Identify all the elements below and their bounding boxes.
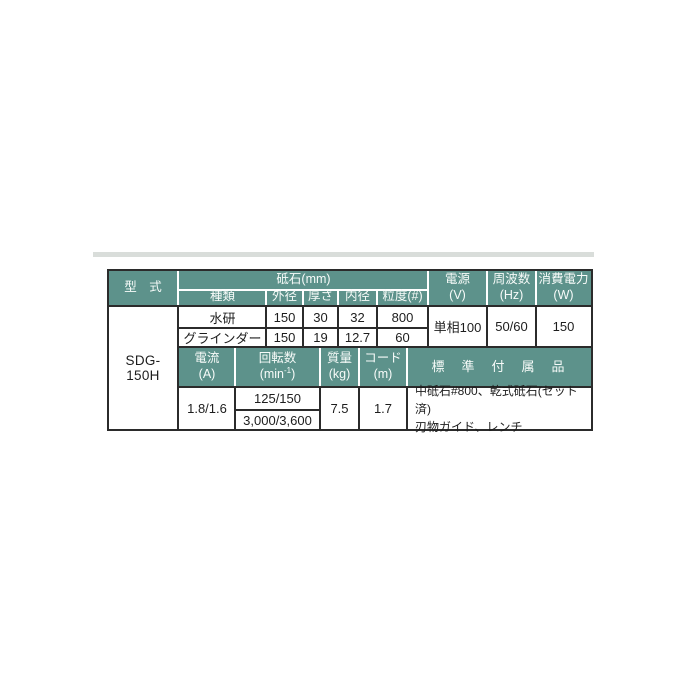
header-thickness: 厚さ bbox=[307, 289, 333, 304]
rotation-value-bottom: 3,000/3,600 bbox=[243, 412, 312, 428]
grid-line bbox=[486, 271, 488, 305]
header-frequency-unit: (Hz) bbox=[499, 288, 524, 302]
header-wheel-group: 砥石(mm) bbox=[276, 272, 331, 287]
header-inner-diameter: 内径 bbox=[344, 289, 370, 304]
mass-value: 7.5 bbox=[330, 401, 349, 416]
lower-header-band bbox=[179, 348, 591, 386]
top-header-band bbox=[109, 271, 591, 305]
grid-line bbox=[337, 307, 339, 346]
grid-line bbox=[535, 271, 537, 305]
header-consumption-unit: (W) bbox=[553, 288, 574, 302]
grid-line bbox=[179, 346, 591, 348]
header-power: 電源 (V) bbox=[428, 271, 487, 305]
header-cord-label: コード bbox=[364, 351, 402, 366]
grid-line bbox=[427, 307, 429, 346]
header-mass-label: 質量 bbox=[326, 351, 352, 366]
wheel-row2-thickness: 19 bbox=[313, 329, 328, 345]
wheel-row2-outer-diameter: 150 bbox=[273, 329, 296, 345]
header-consumption-label: 消費電力 bbox=[538, 272, 589, 287]
header-rotation: 回転数 (min-1) bbox=[235, 348, 320, 386]
header-mass: 質量 (kg) bbox=[320, 348, 359, 386]
wheel-row1-type: 水研 bbox=[209, 310, 236, 326]
grid-line bbox=[319, 348, 321, 386]
table-border-bottom bbox=[107, 429, 593, 431]
header-rotation-label: 回転数 bbox=[258, 351, 297, 366]
grid-line bbox=[302, 307, 304, 346]
grid-line bbox=[177, 305, 179, 431]
grid-line bbox=[376, 307, 378, 346]
grid-line bbox=[265, 307, 267, 346]
header-accessories: 標 準 付 属 品 bbox=[431, 358, 567, 374]
accessories-line2: 刃物ガイド、レンチ bbox=[415, 419, 523, 434]
grid-line bbox=[235, 409, 320, 411]
spec-table: 型 式 砥石(mm) 種類 外径 厚さ 内径 粒度(#) 電源 (V) 周波数 … bbox=[107, 269, 593, 434]
header-frequency: 周波数 (Hz) bbox=[487, 271, 536, 305]
grid-line bbox=[535, 307, 537, 346]
wheel-row2-grit: 60 bbox=[395, 329, 410, 345]
header-cord-unit: (m) bbox=[373, 367, 393, 381]
grid-line bbox=[265, 291, 267, 305]
grid-line bbox=[406, 348, 408, 386]
wheel-row1-thickness: 30 bbox=[313, 309, 328, 325]
grid-line bbox=[179, 289, 428, 291]
table-border-top bbox=[107, 269, 593, 271]
grid-line bbox=[234, 388, 236, 429]
header-grit: 粒度(#) bbox=[382, 289, 423, 304]
header-mass-unit: (kg) bbox=[328, 367, 351, 381]
grid-line bbox=[302, 291, 304, 305]
grid-line bbox=[177, 271, 179, 305]
header-rotation-unit: (min-1) bbox=[259, 365, 296, 381]
header-consumption: 消費電力 (W) bbox=[536, 271, 591, 305]
header-model: 型 式 bbox=[124, 280, 162, 295]
table-border-left bbox=[107, 269, 109, 431]
header-power-label: 電源 bbox=[444, 272, 470, 287]
header-current-unit: (A) bbox=[198, 367, 216, 381]
model-value: SDG-150H bbox=[125, 353, 161, 383]
grid-line bbox=[234, 348, 236, 386]
header-wheel-type: 種類 bbox=[209, 289, 235, 304]
rotation-value-top: 125/150 bbox=[254, 391, 301, 406]
grid-line bbox=[427, 271, 429, 305]
cord-value: 1.7 bbox=[373, 401, 393, 416]
grid-line bbox=[358, 388, 360, 429]
grid-line bbox=[406, 388, 408, 429]
current-value: 1.8/1.6 bbox=[187, 401, 227, 416]
wheel-row2-type: グラインダー bbox=[183, 330, 262, 346]
wheel-row1-grit: 800 bbox=[391, 309, 414, 325]
grid-line bbox=[486, 307, 488, 346]
header-outer-diameter: 外径 bbox=[271, 289, 297, 304]
grid-line bbox=[376, 291, 378, 305]
header-frequency-label: 周波数 bbox=[492, 272, 531, 287]
wheel-row1-inner-diameter: 32 bbox=[350, 309, 365, 325]
header-current-label: 電流 bbox=[194, 351, 220, 366]
grid-line bbox=[337, 291, 339, 305]
frequency-value: 50/60 bbox=[495, 319, 528, 334]
table-border-right bbox=[591, 269, 593, 431]
header-power-unit: (V) bbox=[449, 288, 466, 302]
header-cord: コード (m) bbox=[359, 348, 407, 386]
grid-line bbox=[319, 388, 321, 429]
grid-line bbox=[179, 386, 591, 388]
header-current: 電流 (A) bbox=[179, 348, 235, 386]
page-top-divider bbox=[93, 252, 594, 257]
grid-line bbox=[358, 348, 360, 386]
accessories-line1: 中砥石#800、乾式砥石(セット済) bbox=[415, 383, 578, 416]
wheel-row2-inner-diameter: 12.7 bbox=[344, 329, 371, 345]
consumption-value: 150 bbox=[552, 319, 575, 334]
accessories-value: 中砥石#800、乾式砥石(セット済) 刃物ガイド、レンチ bbox=[407, 384, 591, 434]
power-value: 単相100 bbox=[433, 320, 482, 335]
grid-line bbox=[109, 305, 591, 307]
wheel-row1-outer-diameter: 150 bbox=[273, 309, 296, 325]
